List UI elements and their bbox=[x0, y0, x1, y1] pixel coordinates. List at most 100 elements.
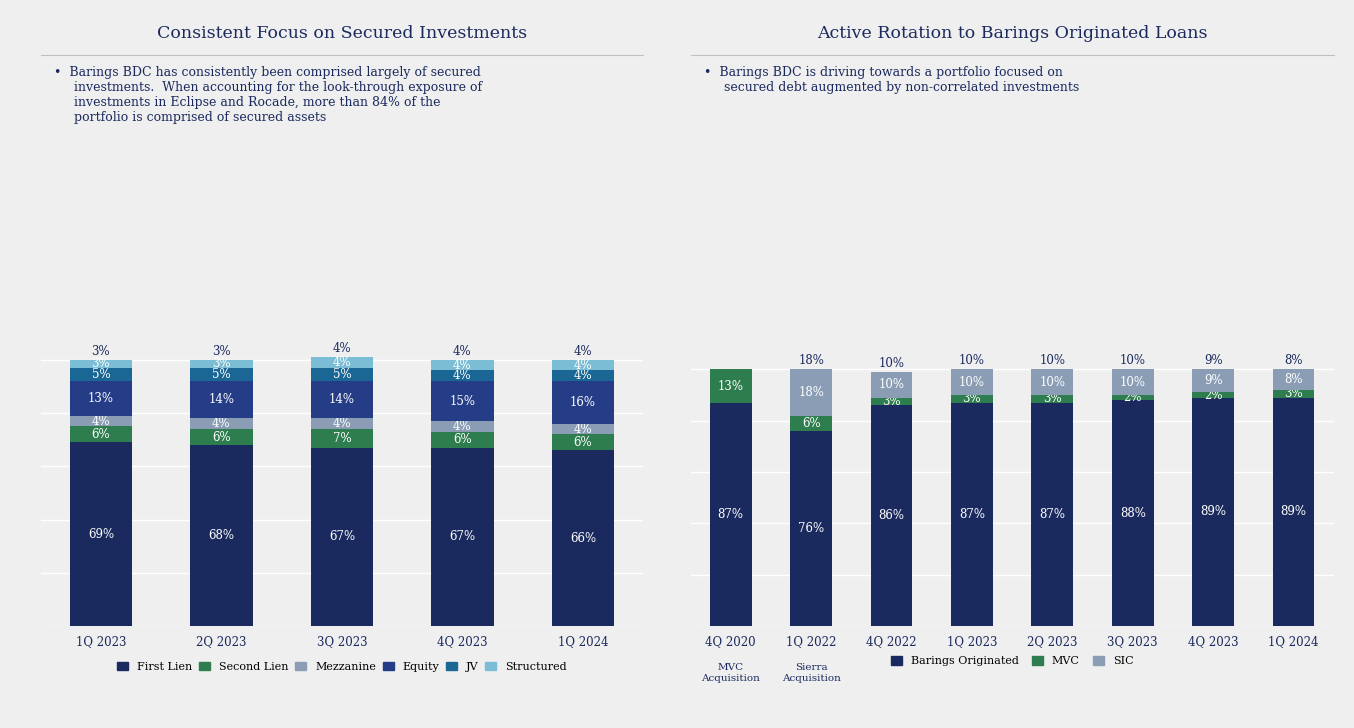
Bar bbox=[1273, 390, 1315, 397]
Text: MVC
Acquisition: MVC Acquisition bbox=[701, 663, 760, 683]
Bar bbox=[791, 431, 831, 626]
Text: 10%: 10% bbox=[879, 379, 904, 391]
Text: 6%: 6% bbox=[92, 428, 110, 441]
Bar bbox=[431, 421, 494, 432]
Text: 18%: 18% bbox=[799, 355, 825, 367]
Bar bbox=[310, 381, 374, 419]
Text: 4%: 4% bbox=[574, 369, 592, 382]
Text: 3%: 3% bbox=[213, 357, 230, 371]
Text: 8%: 8% bbox=[1284, 373, 1303, 386]
Bar bbox=[709, 403, 751, 626]
Bar bbox=[1193, 369, 1233, 392]
Text: 4%: 4% bbox=[574, 359, 592, 372]
Bar bbox=[709, 369, 751, 403]
Bar bbox=[431, 432, 494, 448]
Text: 87%: 87% bbox=[959, 508, 984, 521]
Text: 13%: 13% bbox=[88, 392, 114, 405]
Text: 4%: 4% bbox=[92, 414, 110, 427]
Text: 6%: 6% bbox=[802, 416, 821, 430]
Text: 87%: 87% bbox=[1040, 508, 1066, 521]
Bar bbox=[69, 416, 133, 427]
Bar bbox=[551, 451, 615, 626]
Text: 3%: 3% bbox=[213, 344, 230, 357]
Text: 3%: 3% bbox=[1284, 387, 1303, 400]
Bar bbox=[1032, 369, 1074, 395]
Bar bbox=[431, 381, 494, 421]
Text: 6%: 6% bbox=[213, 430, 230, 443]
Text: 2%: 2% bbox=[1204, 389, 1223, 402]
Text: 3%: 3% bbox=[92, 357, 110, 371]
Bar bbox=[551, 360, 615, 371]
Text: 89%: 89% bbox=[1200, 505, 1227, 518]
Bar bbox=[310, 448, 374, 626]
Text: 3%: 3% bbox=[963, 392, 982, 405]
Bar bbox=[190, 429, 253, 445]
Text: 6%: 6% bbox=[454, 433, 471, 446]
Text: •  Barings BDC has consistently been comprised largely of secured
     investmen: • Barings BDC has consistently been comp… bbox=[54, 66, 482, 124]
Text: 13%: 13% bbox=[718, 379, 743, 392]
Text: 69%: 69% bbox=[88, 528, 114, 541]
Bar bbox=[1112, 395, 1154, 400]
Bar bbox=[1273, 397, 1315, 626]
Text: 86%: 86% bbox=[879, 509, 904, 522]
Text: 10%: 10% bbox=[1120, 355, 1145, 367]
Text: 4%: 4% bbox=[454, 369, 471, 382]
Text: Sierra
Acquisition: Sierra Acquisition bbox=[781, 663, 841, 683]
Text: 10%: 10% bbox=[1120, 376, 1145, 389]
Bar bbox=[69, 381, 133, 416]
Text: 67%: 67% bbox=[450, 531, 475, 543]
Text: 14%: 14% bbox=[329, 393, 355, 406]
Text: 4%: 4% bbox=[213, 417, 230, 430]
Text: 15%: 15% bbox=[450, 395, 475, 408]
Bar bbox=[69, 427, 133, 443]
Text: 10%: 10% bbox=[959, 355, 984, 367]
Text: 4%: 4% bbox=[454, 420, 471, 433]
Bar bbox=[310, 429, 374, 448]
Bar bbox=[190, 381, 253, 419]
Bar bbox=[190, 360, 253, 368]
Bar bbox=[1032, 403, 1074, 626]
Text: 6%: 6% bbox=[574, 436, 592, 449]
Text: Active Rotation to Barings Originated Loans: Active Rotation to Barings Originated Lo… bbox=[816, 25, 1208, 42]
Text: 5%: 5% bbox=[92, 368, 110, 381]
Bar bbox=[190, 419, 253, 429]
Bar bbox=[1032, 395, 1074, 403]
Bar bbox=[1193, 397, 1233, 626]
Bar bbox=[190, 445, 253, 626]
Bar bbox=[310, 419, 374, 429]
Text: 18%: 18% bbox=[799, 386, 825, 399]
Text: 4%: 4% bbox=[333, 342, 351, 355]
Text: 2%: 2% bbox=[1124, 391, 1141, 404]
Bar bbox=[551, 435, 615, 451]
Bar bbox=[871, 397, 913, 405]
Text: 67%: 67% bbox=[329, 531, 355, 543]
Text: 5%: 5% bbox=[333, 368, 351, 381]
Text: 68%: 68% bbox=[209, 529, 234, 542]
Bar bbox=[871, 405, 913, 626]
Text: 10%: 10% bbox=[1040, 355, 1066, 367]
Text: 9%: 9% bbox=[1204, 374, 1223, 387]
Legend: First Lien, Second Lien, Mezzanine, Equity, JV, Structured: First Lien, Second Lien, Mezzanine, Equi… bbox=[112, 657, 571, 676]
Bar bbox=[1193, 392, 1233, 397]
Bar bbox=[951, 395, 992, 403]
Text: 14%: 14% bbox=[209, 393, 234, 406]
Text: 87%: 87% bbox=[718, 508, 743, 521]
Text: 9%: 9% bbox=[1204, 355, 1223, 367]
Text: 4%: 4% bbox=[454, 359, 471, 372]
Text: 3%: 3% bbox=[92, 344, 110, 357]
Text: •  Barings BDC is driving towards a portfolio focused on
     secured debt augme: • Barings BDC is driving towards a portf… bbox=[704, 66, 1079, 93]
Bar bbox=[190, 368, 253, 381]
Legend: Barings Originated, MVC, SIC: Barings Originated, MVC, SIC bbox=[886, 652, 1139, 670]
Bar bbox=[69, 368, 133, 381]
Text: 10%: 10% bbox=[1040, 376, 1066, 389]
Bar bbox=[69, 360, 133, 368]
Text: 76%: 76% bbox=[798, 522, 825, 535]
Text: Consistent Focus on Secured Investments: Consistent Focus on Secured Investments bbox=[157, 25, 527, 42]
Text: 3%: 3% bbox=[883, 395, 900, 408]
Bar bbox=[551, 371, 615, 381]
Text: 16%: 16% bbox=[570, 396, 596, 409]
Text: 8%: 8% bbox=[1284, 355, 1303, 367]
Text: 4%: 4% bbox=[333, 417, 351, 430]
Bar bbox=[551, 381, 615, 424]
Text: 4%: 4% bbox=[574, 344, 592, 357]
